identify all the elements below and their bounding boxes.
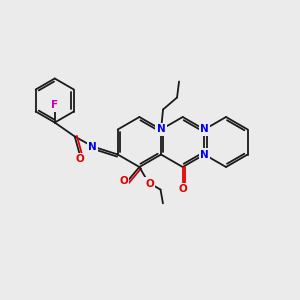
Text: O: O: [75, 154, 84, 164]
Text: F: F: [51, 100, 58, 110]
Text: O: O: [119, 176, 128, 186]
Text: N: N: [157, 124, 165, 134]
Text: O: O: [145, 178, 154, 189]
Text: N: N: [200, 124, 209, 134]
Text: N: N: [88, 142, 97, 152]
Text: O: O: [178, 184, 187, 194]
Text: N: N: [200, 149, 209, 160]
